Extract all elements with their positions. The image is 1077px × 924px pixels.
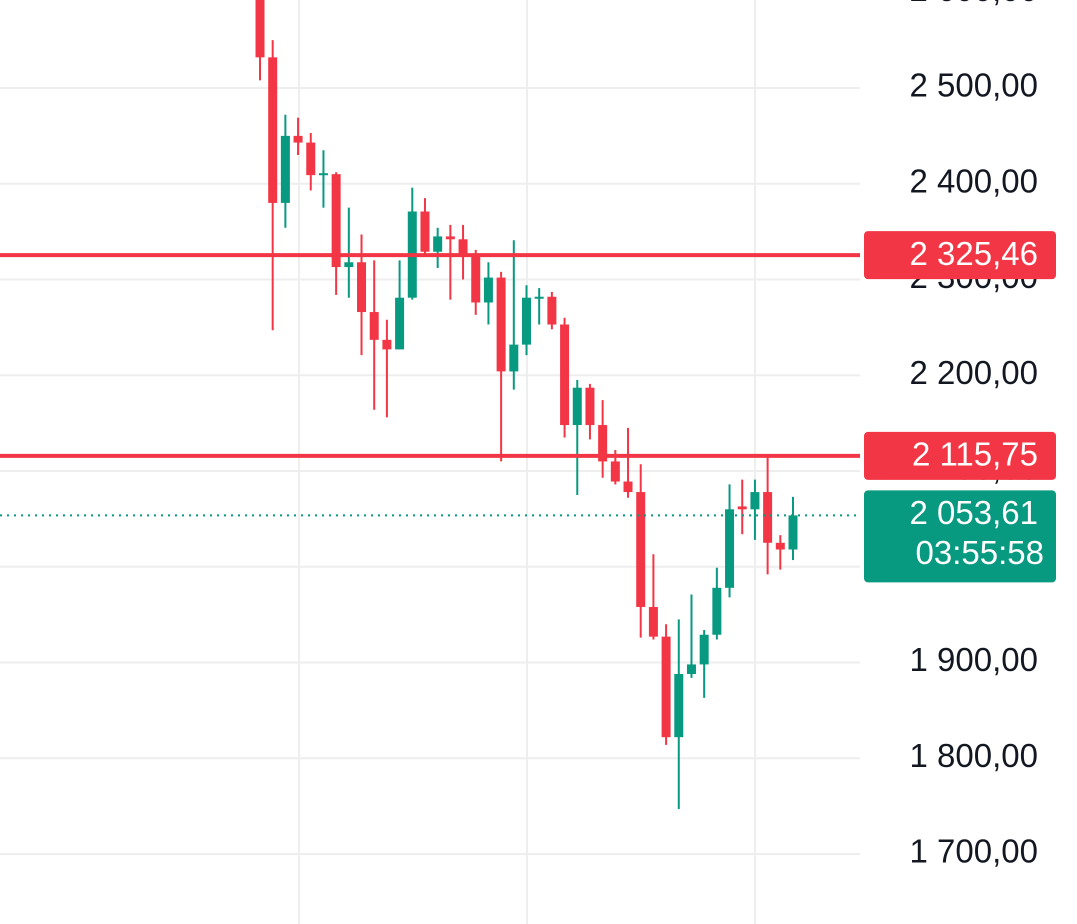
- y-tick-label: 2 400,00: [910, 162, 1038, 199]
- candle-body: [547, 296, 557, 325]
- candle-body: [585, 387, 595, 426]
- candle-body: [775, 542, 785, 550]
- candle-body: [471, 254, 481, 303]
- candle-body: [306, 142, 316, 176]
- candle-body: [382, 339, 392, 350]
- candle-body: [280, 135, 290, 203]
- candle-body: [623, 481, 633, 493]
- candle-body: [369, 312, 379, 340]
- y-tick-label: 2 600,00: [910, 0, 1038, 8]
- candle-body: [648, 606, 658, 637]
- candle-body: [433, 236, 443, 252]
- candle-body: [763, 492, 773, 543]
- candle-body: [522, 297, 531, 345]
- candle-body: [534, 296, 544, 299]
- y-tick-label: 1 900,00: [910, 641, 1038, 678]
- price-label: 2 325,46: [910, 235, 1038, 272]
- candle-body: [293, 135, 303, 143]
- candle-body: [445, 236, 455, 240]
- candle-body: [750, 492, 760, 510]
- candle-body: [725, 509, 735, 588]
- candle-body: [560, 324, 570, 426]
- candle-body: [420, 211, 430, 252]
- y-tick-label: 1 700,00: [910, 833, 1038, 870]
- countdown-label: 03:55:58: [916, 534, 1044, 571]
- price-label-box: [864, 231, 1056, 280]
- candle-body: [395, 297, 405, 350]
- candle-body: [572, 387, 582, 426]
- candle-body: [674, 673, 684, 738]
- candle-body: [318, 173, 328, 176]
- candle-body: [458, 239, 468, 255]
- candle-body: [737, 506, 747, 510]
- price-label: 2 115,75: [912, 436, 1038, 473]
- candle-body: [331, 174, 341, 268]
- y-tick-label: 2 500,00: [910, 67, 1038, 104]
- candle-body: [509, 344, 519, 372]
- candle-body: [636, 492, 646, 607]
- candle-body: [788, 515, 798, 550]
- y-tick-label: 2 200,00: [910, 354, 1038, 391]
- last-price-label: 2 053,61: [910, 494, 1038, 531]
- candle-body: [712, 587, 722, 635]
- candle-body: [255, 0, 265, 58]
- candle-body: [483, 277, 493, 303]
- candle-body: [686, 664, 696, 674]
- last-price-box: [864, 490, 1056, 583]
- candle-body: [357, 262, 367, 313]
- y-tick-label: 1 800,00: [910, 737, 1038, 774]
- price-label-box: [864, 431, 1056, 480]
- candle-body: [268, 57, 278, 203]
- candle-body: [496, 277, 506, 372]
- candle-body: [661, 636, 671, 738]
- candle-body: [699, 634, 709, 665]
- candle-body: [598, 425, 608, 462]
- candle-body: [344, 262, 354, 268]
- candle-body: [610, 461, 620, 482]
